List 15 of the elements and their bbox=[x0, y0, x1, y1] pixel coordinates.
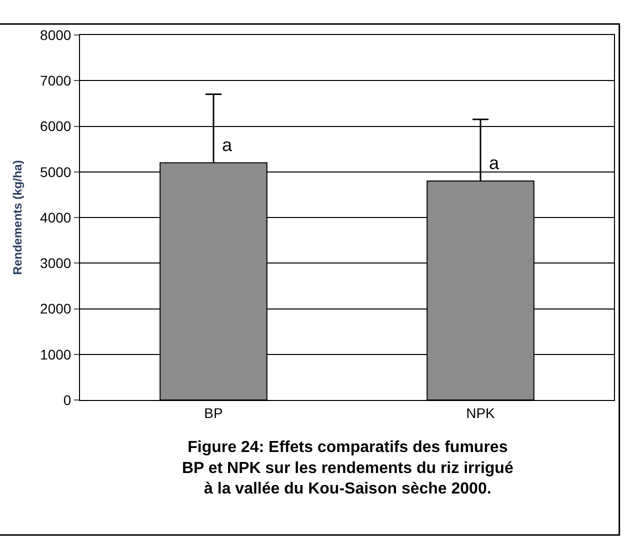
y-axis-title: Rendements (kg/ha) bbox=[10, 160, 24, 275]
x-tick-label: NPK bbox=[466, 404, 496, 421]
x-tick-label: BP bbox=[204, 404, 223, 421]
y-tick-label: 2000 bbox=[40, 300, 72, 317]
y-tick-label: 3000 bbox=[40, 255, 72, 272]
annotation: a bbox=[222, 135, 233, 155]
annotation: a bbox=[489, 153, 500, 173]
y-tick-label: 1000 bbox=[40, 346, 72, 362]
y-tick-label: 4000 bbox=[40, 209, 72, 226]
y-tick-label: 7000 bbox=[40, 72, 72, 89]
y-tick-label: 8000 bbox=[40, 26, 72, 43]
y-tick-label: 0 bbox=[63, 392, 72, 408]
y-tick-label: 6000 bbox=[40, 118, 72, 134]
text: Figure 24: Effets comparatifs des fumures BP et NPK sur les rendements du riz irrigué à la vallée du Kou-Saison sèche 2000. bbox=[182, 439, 514, 498]
y-tick-label: 5000 bbox=[40, 164, 72, 180]
